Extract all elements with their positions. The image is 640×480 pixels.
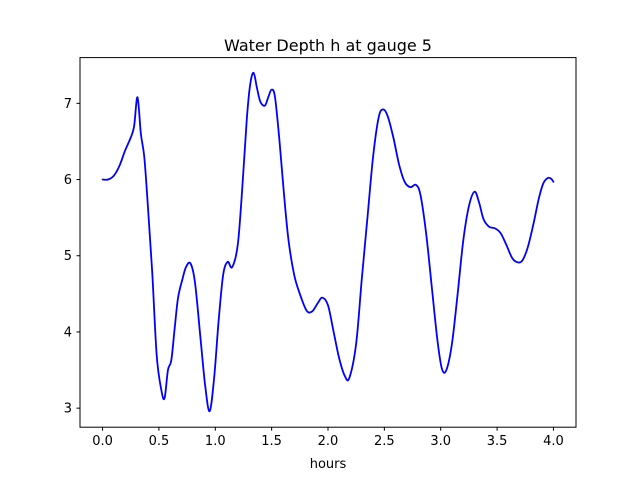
- x-tick-label: 0.0: [92, 434, 113, 449]
- x-tick-label: 3.0: [430, 434, 451, 449]
- x-tick-label: 4.0: [543, 434, 564, 449]
- x-tick-label: 1.5: [261, 434, 282, 449]
- x-tick-label: 2.0: [318, 434, 339, 449]
- x-tick-label: 0.5: [149, 434, 170, 449]
- y-axis: 3 4 5 6 7: [64, 97, 80, 417]
- plot-area: [101, 71, 555, 413]
- x-tick-label: 3.5: [487, 434, 508, 449]
- y-tick-label: 4: [64, 325, 72, 340]
- y-tick-label: 5: [64, 249, 72, 264]
- x-axis: 0.0 0.5 1.0 1.5 2.0 2.5 3.0 3.5 4.0: [92, 427, 564, 449]
- y-tick-label: 3: [64, 402, 72, 417]
- x-tick-label: 1.0: [205, 434, 226, 449]
- chart-title: Water Depth h at gauge 5: [224, 36, 432, 55]
- y-tick-label: 6: [64, 173, 72, 188]
- series-line-0: [101, 71, 555, 413]
- x-tick-label: 2.5: [374, 434, 395, 449]
- y-tick-label: 7: [64, 97, 72, 112]
- x-axis-label: hours: [310, 457, 347, 472]
